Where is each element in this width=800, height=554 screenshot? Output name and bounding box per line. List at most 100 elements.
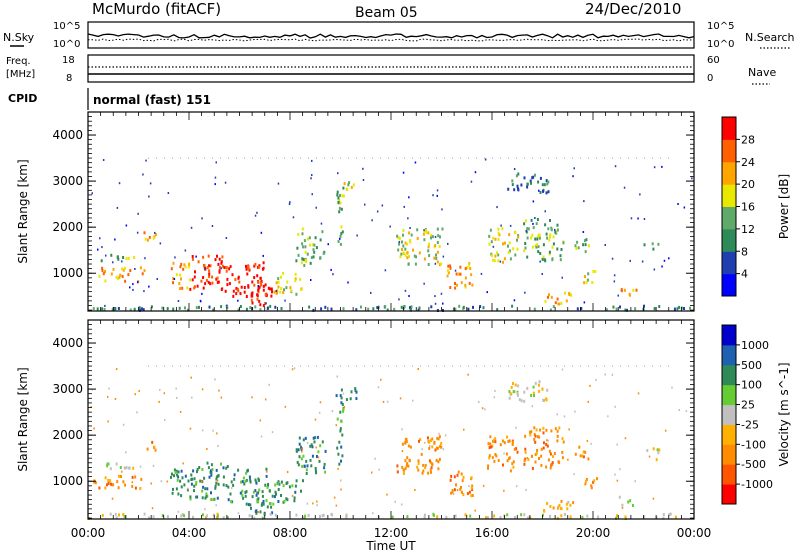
echo-point bbox=[163, 392, 166, 395]
echo-cell bbox=[542, 431, 545, 435]
echo-cell bbox=[437, 437, 440, 441]
echo-cell bbox=[262, 288, 265, 292]
echo-point bbox=[534, 217, 536, 219]
echo-cell bbox=[560, 514, 563, 518]
echo-point bbox=[500, 224, 502, 227]
echo-cell bbox=[542, 426, 545, 430]
echo-cell bbox=[527, 227, 530, 231]
echo-cell bbox=[305, 468, 308, 472]
echo-point bbox=[423, 229, 425, 232]
echo-cell bbox=[524, 242, 527, 245]
echo-cell bbox=[207, 280, 210, 284]
echo-point bbox=[108, 387, 110, 390]
echo-cell bbox=[547, 458, 550, 462]
echo-cell bbox=[428, 242, 430, 246]
echo-cell bbox=[273, 495, 276, 499]
echo-cell bbox=[240, 480, 243, 484]
colorbar-tick-label: -100 bbox=[741, 438, 766, 451]
echo-cell bbox=[435, 446, 438, 450]
echo-cell bbox=[295, 479, 298, 483]
echo-cell bbox=[396, 464, 399, 468]
echo-point bbox=[434, 262, 437, 265]
echo-cell bbox=[470, 494, 473, 498]
echo-point bbox=[561, 276, 563, 279]
echo-point bbox=[614, 405, 616, 408]
echo-cell bbox=[512, 382, 514, 385]
echo-cell bbox=[116, 255, 119, 259]
echo-cell bbox=[537, 180, 540, 184]
echo-cell bbox=[134, 475, 137, 479]
y-tick-label: 4000 bbox=[52, 128, 83, 142]
echo-point bbox=[444, 434, 447, 437]
echo-point bbox=[486, 291, 488, 294]
echo-cell bbox=[274, 490, 277, 494]
echo-point bbox=[478, 401, 480, 403]
echo-cell bbox=[499, 443, 502, 447]
echo-cell bbox=[282, 271, 285, 275]
echo-cell bbox=[152, 515, 155, 519]
echo-cell bbox=[550, 226, 553, 230]
echo-cell bbox=[468, 263, 471, 267]
echo-cell bbox=[584, 450, 587, 454]
time-tick-label: 20:00 bbox=[576, 526, 611, 540]
echo-point bbox=[277, 182, 280, 185]
echo-cell bbox=[634, 307, 637, 311]
echo-cell bbox=[195, 495, 198, 499]
echo-cell bbox=[225, 484, 228, 488]
echo-cell bbox=[517, 384, 520, 388]
echo-cell bbox=[339, 429, 342, 433]
echo-cell bbox=[530, 181, 532, 185]
echo-cell bbox=[222, 516, 225, 520]
colorbar-segment bbox=[722, 404, 736, 425]
echo-point bbox=[214, 183, 216, 186]
echo-point bbox=[653, 268, 656, 271]
echo-cell bbox=[538, 236, 541, 240]
echo-point bbox=[371, 219, 373, 222]
echo-point bbox=[260, 231, 263, 234]
echo-cell bbox=[427, 231, 430, 235]
colorbar-tick-label: 500 bbox=[741, 359, 762, 372]
nave-tick-top: 60 bbox=[707, 55, 720, 66]
echo-cell bbox=[146, 238, 149, 242]
echo-cell bbox=[289, 286, 292, 290]
echo-cell bbox=[262, 502, 265, 506]
echo-cell bbox=[324, 449, 327, 453]
echo-cell bbox=[657, 242, 660, 246]
echo-cell bbox=[449, 266, 452, 270]
echo-cell bbox=[258, 285, 261, 289]
echo-point bbox=[436, 194, 438, 197]
echo-point bbox=[532, 200, 535, 203]
echo-cell bbox=[258, 299, 261, 303]
echo-cell bbox=[340, 388, 343, 392]
echo-cell bbox=[587, 244, 590, 248]
echo-cell bbox=[102, 272, 105, 276]
echo-cell bbox=[341, 194, 344, 198]
echo-cell bbox=[355, 308, 358, 312]
echo-point bbox=[122, 423, 125, 426]
echo-cell bbox=[300, 457, 303, 461]
echo-cell bbox=[251, 301, 254, 305]
echo-cell bbox=[238, 280, 241, 284]
echo-cell bbox=[531, 467, 534, 470]
echo-point bbox=[201, 388, 204, 391]
echo-cell bbox=[536, 449, 539, 452]
echo-cell bbox=[545, 179, 548, 183]
echo-cell bbox=[533, 433, 536, 436]
echo-cell bbox=[489, 442, 492, 446]
echo-cell bbox=[209, 470, 212, 474]
echo-cell bbox=[237, 275, 240, 279]
echo-cell bbox=[558, 461, 561, 464]
echo-cell bbox=[220, 260, 223, 264]
echo-cell bbox=[421, 471, 424, 475]
echo-point bbox=[513, 299, 516, 302]
echo-point bbox=[401, 450, 404, 452]
echo-cell bbox=[262, 261, 265, 265]
colorbar-tick-label: 28 bbox=[741, 133, 755, 146]
echo-cell bbox=[116, 480, 119, 484]
echo-cell bbox=[191, 278, 194, 282]
echo-point bbox=[320, 222, 323, 225]
echo-point bbox=[215, 161, 217, 164]
colorbar-tick-label: 24 bbox=[741, 156, 755, 169]
echo-cell bbox=[428, 254, 431, 258]
